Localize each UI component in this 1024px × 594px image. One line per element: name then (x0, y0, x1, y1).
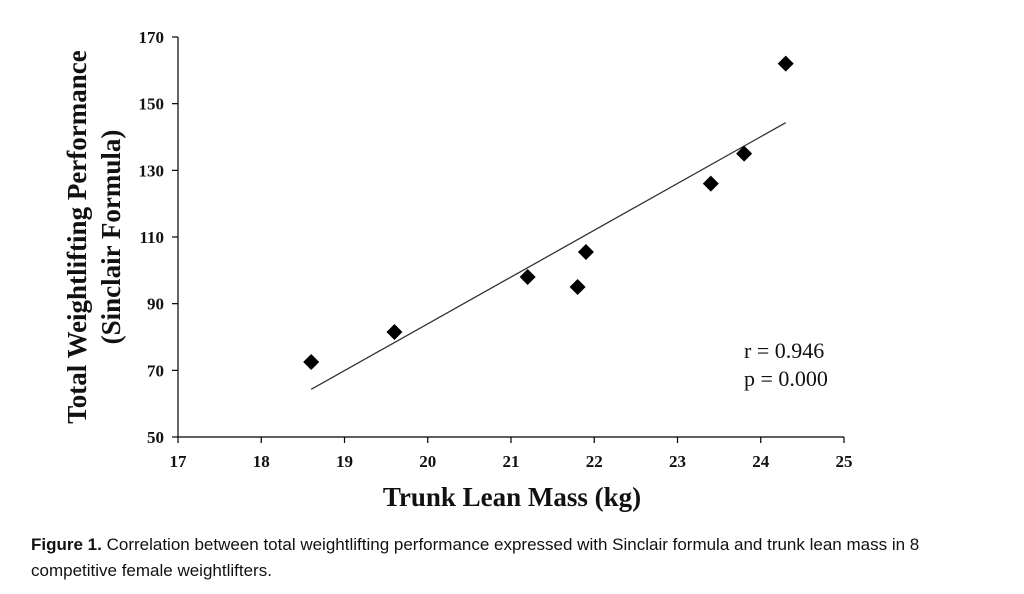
y-tick-label: 150 (139, 95, 165, 114)
y-tick-label: 110 (139, 228, 164, 247)
y-axis-title-line1: Total Weightlifting Performance (62, 50, 92, 423)
y-tick-label: 170 (139, 28, 165, 47)
trendline (310, 122, 787, 390)
x-tick-label: 17 (170, 452, 188, 471)
y-axis-title: Total Weightlifting Performance (Sinclai… (62, 50, 126, 423)
y-tick-label: 50 (147, 428, 164, 447)
x-tick-label: 21 (503, 452, 520, 471)
data-point-diamond (577, 244, 594, 260)
x-tick-label: 22 (586, 452, 603, 471)
figure-caption-label: Figure 1. (31, 535, 102, 554)
data-point-diamond (702, 175, 719, 192)
data-point-diamond (519, 269, 536, 285)
correlation-r-annotation: r = 0.946 (744, 338, 824, 363)
x-tick-label: 20 (419, 452, 436, 471)
x-tick-label: 19 (336, 452, 353, 471)
figure-caption-text: Correlation between total weightlifting … (31, 535, 920, 580)
axis-ticks: 17 18 19 20 21 22 23 24 25 50 70 90 110 130 150 170 (139, 28, 853, 471)
y-axis-title-line2: (Sinclair Formula) (96, 130, 126, 345)
x-tick-label: 25 (836, 452, 853, 471)
y-tick-label: 90 (147, 295, 164, 314)
data-points (303, 55, 794, 370)
scatter-chart: 17 18 19 20 21 22 23 24 25 50 70 90 110 130 150 170 Tru… (62, 28, 853, 512)
y-tick-label: 70 (147, 361, 164, 380)
figure-caption: Figure 1. Correlation between total weig… (31, 532, 991, 584)
trendline-group (310, 122, 787, 390)
x-tick-label: 24 (752, 452, 770, 471)
x-axis-title: Trunk Lean Mass (kg) (383, 482, 641, 512)
y-tick-label: 130 (139, 161, 165, 180)
data-point-diamond (569, 279, 586, 295)
data-point-diamond (303, 354, 320, 370)
data-point-diamond (736, 145, 753, 162)
data-point-diamond (777, 55, 794, 72)
data-point-diamond (386, 324, 403, 340)
correlation-p-annotation: p = 0.000 (744, 366, 828, 391)
x-tick-label: 23 (669, 452, 686, 471)
x-tick-label: 18 (253, 452, 270, 471)
